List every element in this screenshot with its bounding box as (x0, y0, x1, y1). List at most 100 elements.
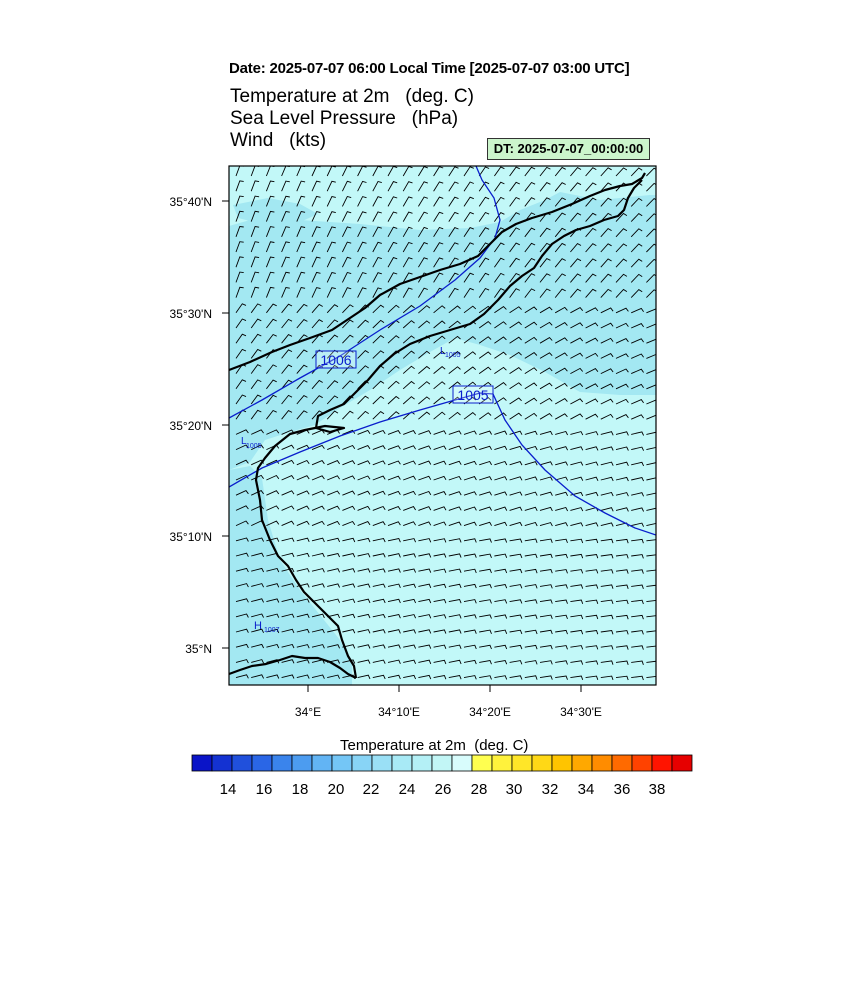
wind-barb (281, 210, 290, 222)
wind-barb (418, 242, 428, 253)
wind-barb (311, 410, 323, 420)
wind-barb (372, 256, 382, 268)
wind-barb (539, 397, 553, 405)
wind-barb (311, 211, 321, 222)
wind-barb (387, 395, 400, 405)
wind-barb (311, 552, 325, 558)
wind-barb (372, 380, 385, 390)
wind-barb (509, 306, 522, 314)
wind-barb (478, 166, 490, 177)
wind-barb (509, 660, 523, 665)
wind-barb (250, 286, 260, 298)
wind-barb (524, 336, 538, 344)
wind-barb (524, 506, 538, 512)
wind-barb (630, 167, 643, 177)
wind-barb (433, 242, 444, 253)
wind-barb (615, 307, 629, 314)
wind-barb (235, 613, 249, 618)
wind-barb (524, 629, 538, 635)
wind-barb (463, 614, 477, 619)
wind-barb (631, 538, 644, 544)
wind-barb (494, 321, 507, 329)
wind-barb (281, 241, 290, 253)
wind-barb (402, 196, 413, 207)
wind-barb (615, 522, 629, 527)
wind-barb (235, 379, 247, 390)
wind-barb (266, 318, 277, 329)
wind-barb (615, 353, 629, 359)
wind-barb (494, 644, 508, 650)
wind-barb (357, 241, 367, 253)
wind-barb (281, 364, 293, 374)
wind-barb (463, 366, 477, 374)
wind-barb (326, 256, 336, 268)
wind-barb (342, 304, 354, 314)
wind-barb (555, 476, 569, 481)
wind-barb (646, 630, 656, 633)
wind-barb (494, 538, 508, 543)
wind-barb (296, 598, 310, 603)
wind-barb (250, 210, 260, 222)
wind-barb (235, 537, 249, 542)
wind-barb (646, 399, 656, 405)
wind-barb (281, 318, 293, 329)
wind-barb (554, 337, 568, 344)
wind-barb (646, 507, 656, 511)
wind-barb (250, 241, 260, 253)
wind-barb (539, 227, 551, 238)
wind-barb (539, 599, 553, 604)
wind-barb (372, 521, 386, 527)
wind-barb (539, 660, 553, 665)
wind-barb (403, 629, 417, 634)
wind-barb (266, 674, 280, 679)
wind-barb (402, 350, 415, 359)
wind-barb (555, 675, 568, 680)
wind-barb (433, 521, 447, 527)
wind-barb (463, 568, 477, 574)
wind-barb (600, 584, 614, 589)
wind-barb (539, 273, 551, 283)
wind-barb (296, 552, 310, 558)
wind-barb (235, 474, 249, 481)
wind-barb (585, 182, 597, 192)
wind-barb (494, 506, 508, 511)
wind-barb (433, 629, 447, 634)
wind-barb (479, 644, 492, 650)
colorbar-tick-label: 28 (471, 781, 488, 798)
wind-barb (615, 446, 629, 451)
wind-barb (600, 569, 614, 574)
wind-barb (265, 271, 275, 283)
colorbar-swatch (471, 754, 493, 772)
wind-barb (570, 413, 584, 420)
wind-barb (554, 197, 566, 207)
wind-barb (463, 396, 477, 405)
wind-barb (448, 335, 461, 344)
wind-barb (600, 383, 614, 390)
wind-barb (509, 212, 520, 222)
wind-barb (357, 460, 371, 466)
wind-barb (631, 599, 644, 605)
wind-barb (311, 226, 321, 237)
wind-barb (402, 380, 415, 390)
wind-barb (524, 491, 538, 496)
wind-barb (387, 196, 398, 207)
wind-barb (281, 410, 293, 420)
wind-barb (342, 475, 356, 481)
wind-barb (403, 598, 417, 604)
wind-barb (479, 430, 492, 435)
wind-barb (281, 490, 295, 496)
wind-barb (433, 305, 446, 314)
wind-barb (326, 195, 336, 207)
wind-barb (494, 491, 508, 496)
wind-barb (326, 287, 336, 298)
wind-barb (494, 521, 508, 527)
wind-barb (418, 211, 428, 222)
wind-barb (357, 410, 369, 420)
wind-barb (251, 490, 264, 496)
wind-barb (418, 196, 428, 207)
wind-barb (296, 674, 310, 679)
wind-barb (585, 675, 599, 680)
wind-barb (646, 182, 656, 192)
wind-barb (311, 520, 325, 527)
wind-barb (509, 288, 520, 298)
